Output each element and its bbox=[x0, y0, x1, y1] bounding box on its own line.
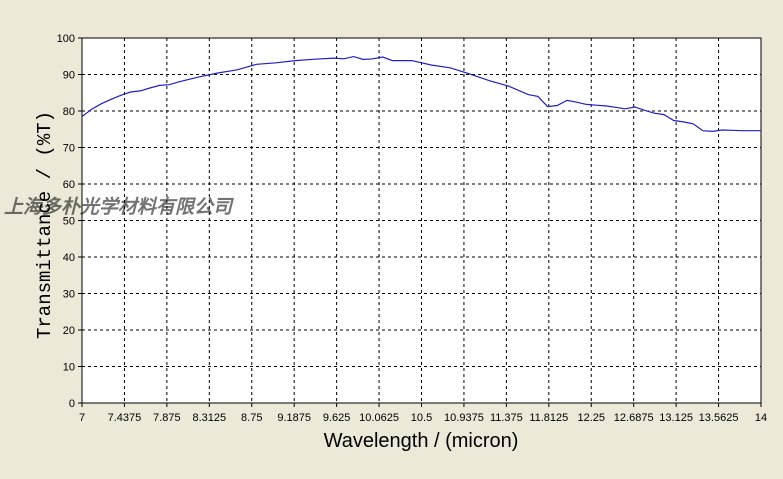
x-tick-label: 7.4375 bbox=[108, 412, 142, 424]
x-tick-label: 13.125 bbox=[659, 412, 693, 424]
x-tick-label: 7.875 bbox=[153, 412, 181, 424]
x-tick-label: 13.5625 bbox=[699, 412, 739, 424]
ticks: 7 7.4375 7.875 8.3125 8.75 9.1875 9.625 10.0625… bbox=[57, 33, 767, 424]
grid bbox=[82, 38, 761, 403]
y-tick-label: 80 bbox=[63, 106, 75, 118]
x-tick-label: 10.5 bbox=[411, 412, 432, 424]
x-tick-label: 14 bbox=[755, 412, 767, 424]
y-tick-label: 60 bbox=[63, 179, 75, 191]
y-tick-label: 20 bbox=[63, 325, 75, 337]
x-tick-label: 11.375 bbox=[490, 412, 523, 424]
y-axis-label: Transmittance / (%T) bbox=[34, 111, 56, 339]
y-tick-label: 40 bbox=[63, 252, 75, 264]
y-tick-label: 70 bbox=[63, 143, 75, 155]
company-watermark: 上海多朴光学材料有限公司 bbox=[4, 196, 235, 218]
x-tick-label: 8.3125 bbox=[192, 412, 226, 424]
x-tick-label: 12.25 bbox=[577, 412, 605, 424]
y-tick-label: 90 bbox=[63, 70, 75, 82]
transmittance-series-line bbox=[81, 55, 761, 133]
x-tick-label: 10.0625 bbox=[359, 412, 399, 424]
x-tick-label: 8.75 bbox=[241, 412, 262, 424]
x-tick-label: 7 bbox=[79, 412, 85, 424]
y-tick-label: 0 bbox=[69, 398, 75, 410]
x-tick-label: 9.1875 bbox=[277, 412, 311, 424]
x-tick-label: 10.9375 bbox=[444, 412, 484, 424]
x-axis-label: Wavelength / (micron) bbox=[324, 430, 519, 452]
y-tick-label: 30 bbox=[63, 289, 75, 301]
x-tick-label: 9.625 bbox=[323, 412, 351, 424]
y-tick-label: 10 bbox=[63, 362, 75, 374]
x-tick-label: 11.8125 bbox=[529, 412, 568, 424]
y-tick-label: 100 bbox=[57, 33, 75, 45]
x-tick-label: 12.6875 bbox=[614, 412, 654, 424]
y-tick-label: 50 bbox=[63, 216, 75, 228]
series-layer bbox=[81, 55, 761, 133]
